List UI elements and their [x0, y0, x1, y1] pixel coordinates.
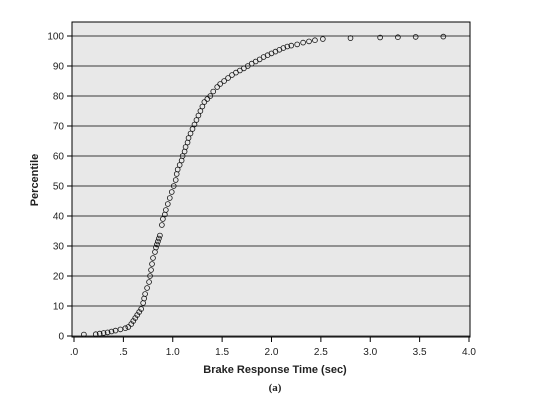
data-point-18	[142, 291, 148, 297]
data-point-54	[197, 108, 204, 114]
data-point-58	[207, 93, 214, 99]
y-tick-label-5: 50	[53, 182, 65, 193]
data-point-37	[168, 189, 175, 195]
data-point-7	[117, 326, 124, 333]
data-point-36	[166, 195, 173, 201]
data-point-27	[154, 241, 160, 248]
data-point-52	[193, 117, 200, 123]
data-point-79	[288, 42, 295, 49]
data-point-20	[146, 279, 152, 285]
data-point-53	[195, 112, 202, 119]
x-axis-ticks: .0 .5 1.0 1.5 2.0 2.5 3.0 3.5 4.0	[70, 337, 476, 358]
data-point-85	[347, 35, 354, 41]
y-tick-label-2: 20	[53, 272, 65, 283]
x-tick-label-3: 1.5	[215, 347, 229, 358]
data-point-30	[157, 232, 163, 239]
data-point-29	[156, 235, 162, 242]
data-points	[81, 33, 447, 338]
data-point-39	[172, 177, 179, 183]
data-point-49	[187, 130, 194, 137]
grid-lines	[72, 35, 470, 337]
data-point-9	[125, 324, 132, 330]
plot-background	[72, 22, 470, 337]
data-point-83	[312, 37, 318, 43]
data-point-3	[100, 330, 107, 336]
data-point-32	[160, 216, 166, 222]
data-point-61	[217, 81, 223, 87]
data-point-34	[163, 207, 169, 213]
data-point-44	[179, 153, 186, 159]
y-tick-label-10: 100	[47, 32, 64, 43]
data-point-28	[155, 238, 161, 245]
data-point-26	[153, 244, 159, 251]
data-point-63	[225, 75, 231, 81]
data-point-55	[199, 103, 206, 110]
data-point-48	[185, 135, 192, 141]
data-point-24	[150, 255, 156, 261]
x-tick-label-4: 2.0	[265, 347, 279, 358]
y-tick-label-4: 40	[53, 212, 65, 223]
data-point-50	[189, 126, 196, 132]
data-point-41	[174, 166, 181, 173]
x-tick-label-1: .5	[119, 347, 128, 358]
x-tick-label-0: .0	[70, 347, 79, 358]
data-point-64	[229, 72, 235, 78]
data-point-88	[412, 34, 419, 40]
x-tick-label-8: 4.0	[462, 347, 476, 358]
data-point-38	[170, 183, 177, 189]
data-point-5	[108, 328, 115, 335]
data-point-87	[395, 34, 401, 40]
y-tick-label-7: 70	[53, 122, 65, 133]
data-point-60	[214, 84, 220, 90]
data-point-35	[165, 201, 171, 207]
data-point-46	[182, 144, 189, 150]
data-point-68	[245, 63, 251, 69]
data-point-59	[210, 88, 217, 95]
data-point-23	[149, 261, 155, 267]
y-tick-label-9: 90	[53, 62, 65, 73]
y-tick-label-0: 0	[58, 332, 64, 343]
y-tick-label-6: 60	[53, 152, 65, 163]
data-point-81	[300, 39, 306, 46]
data-point-57	[204, 96, 211, 102]
data-point-62	[221, 78, 227, 84]
y-axis-title: Percentile	[29, 154, 41, 207]
y-axis-ticks: 0 10 20 30 40 50 60 70 80 90 100	[47, 32, 72, 343]
x-tick-label-6: 3.0	[363, 347, 377, 358]
data-point-71	[256, 56, 263, 63]
data-point-15	[138, 306, 144, 312]
data-point-31	[159, 222, 165, 228]
x-tick-label-2: 1.0	[166, 347, 180, 358]
data-point-2	[96, 330, 103, 337]
data-point-82	[306, 38, 312, 45]
figure-caption: (a)	[269, 382, 282, 394]
data-point-8	[122, 325, 129, 332]
data-point-6	[112, 327, 119, 334]
x-tick-label-7: 3.5	[413, 347, 427, 358]
data-point-21	[147, 273, 153, 279]
data-point-84	[320, 36, 326, 42]
data-point-42	[176, 162, 183, 168]
data-point-86	[377, 34, 383, 41]
y-tick-label-3: 30	[53, 242, 65, 253]
data-point-56	[201, 99, 208, 105]
data-point-19	[144, 285, 150, 291]
data-point-67	[241, 65, 247, 72]
data-point-22	[148, 267, 154, 273]
data-point-80	[294, 41, 300, 48]
x-axis-title: Brake Response Time (sec)	[203, 364, 347, 376]
data-point-51	[191, 121, 198, 128]
data-point-78	[284, 43, 291, 50]
x-tick-label-5: 2.5	[314, 347, 328, 358]
y-tick-label-8: 80	[53, 92, 65, 103]
data-point-4	[104, 329, 111, 336]
data-point-89	[440, 33, 447, 40]
y-tick-label-1: 10	[53, 302, 65, 313]
